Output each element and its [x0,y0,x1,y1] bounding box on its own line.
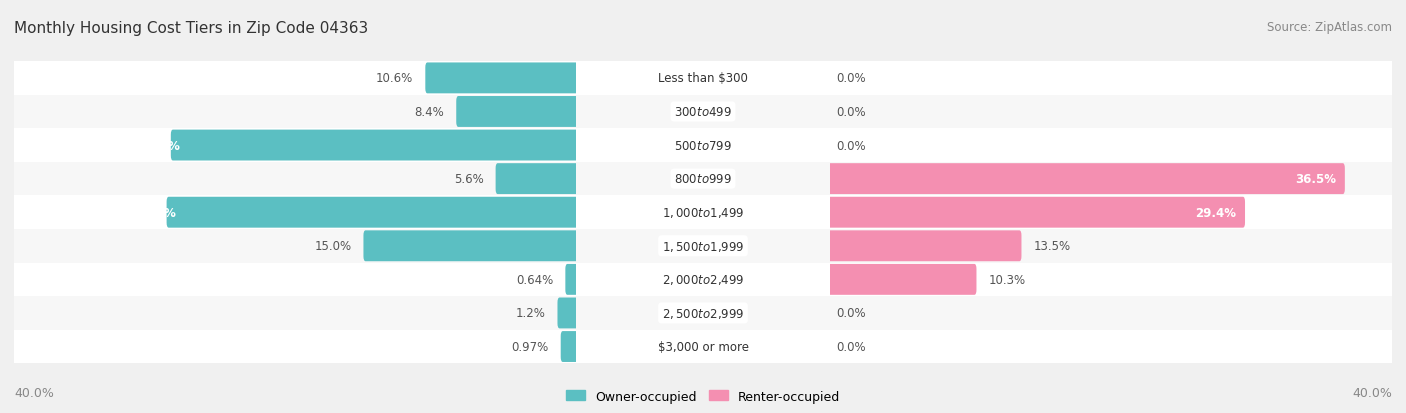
Bar [830,95,1392,129]
Bar [14,263,576,297]
Text: 40.0%: 40.0% [14,386,53,399]
Bar [830,196,1392,230]
Bar [14,330,576,363]
Text: 0.0%: 0.0% [837,72,866,85]
Bar [830,263,1392,297]
Text: 29.4%: 29.4% [1195,206,1236,219]
Text: 13.5%: 13.5% [1033,240,1070,253]
Text: 10.6%: 10.6% [377,72,413,85]
Bar [14,297,576,330]
Text: 0.0%: 0.0% [837,139,866,152]
FancyBboxPatch shape [456,97,579,128]
Text: 8.4%: 8.4% [415,106,444,119]
Bar [830,330,1392,363]
Text: $300 to $499: $300 to $499 [673,106,733,119]
Bar [14,129,576,162]
Bar [14,95,576,129]
Text: 10.3%: 10.3% [988,273,1025,286]
Text: $2,000 to $2,499: $2,000 to $2,499 [662,273,744,287]
Text: 0.97%: 0.97% [512,340,548,353]
FancyBboxPatch shape [565,264,579,295]
Bar [14,62,576,95]
Text: $1,500 to $1,999: $1,500 to $1,999 [662,239,744,253]
FancyBboxPatch shape [170,130,579,161]
Text: 5.6%: 5.6% [454,173,484,186]
Text: 0.0%: 0.0% [837,307,866,320]
Text: 0.0%: 0.0% [837,106,866,119]
FancyBboxPatch shape [558,298,579,329]
Bar [576,129,830,162]
Bar [576,196,830,230]
Bar [830,230,1392,263]
Bar [14,162,576,196]
Text: 0.0%: 0.0% [837,340,866,353]
Text: 15.0%: 15.0% [315,240,352,253]
Text: $800 to $999: $800 to $999 [673,173,733,186]
Bar [830,129,1392,162]
Bar [830,162,1392,196]
Text: $1,000 to $1,499: $1,000 to $1,499 [662,206,744,220]
Bar [576,230,830,263]
Bar [14,196,576,230]
Text: Less than $300: Less than $300 [658,72,748,85]
FancyBboxPatch shape [827,164,1344,195]
Text: 36.5%: 36.5% [1295,173,1336,186]
Text: $3,000 or more: $3,000 or more [658,340,748,353]
Legend: Owner-occupied, Renter-occupied: Owner-occupied, Renter-occupied [567,390,839,403]
Text: Monthly Housing Cost Tiers in Zip Code 04363: Monthly Housing Cost Tiers in Zip Code 0… [14,21,368,36]
Bar [576,162,830,196]
Text: 28.7%: 28.7% [139,139,180,152]
FancyBboxPatch shape [166,197,579,228]
Bar [830,62,1392,95]
Text: 40.0%: 40.0% [1353,386,1392,399]
Text: 0.64%: 0.64% [516,273,554,286]
FancyBboxPatch shape [425,63,579,94]
FancyBboxPatch shape [827,264,977,295]
Bar [576,330,830,363]
Bar [576,297,830,330]
Bar [576,263,830,297]
Text: 29.0%: 29.0% [135,206,176,219]
FancyBboxPatch shape [363,231,579,261]
Bar [830,297,1392,330]
FancyBboxPatch shape [827,197,1246,228]
FancyBboxPatch shape [827,231,1021,261]
Text: $500 to $799: $500 to $799 [673,139,733,152]
FancyBboxPatch shape [496,164,579,195]
FancyBboxPatch shape [561,331,579,362]
Bar [576,62,830,95]
Text: Source: ZipAtlas.com: Source: ZipAtlas.com [1267,21,1392,33]
Bar [14,230,576,263]
Text: 1.2%: 1.2% [516,307,546,320]
Text: $2,500 to $2,999: $2,500 to $2,999 [662,306,744,320]
Bar [576,95,830,129]
